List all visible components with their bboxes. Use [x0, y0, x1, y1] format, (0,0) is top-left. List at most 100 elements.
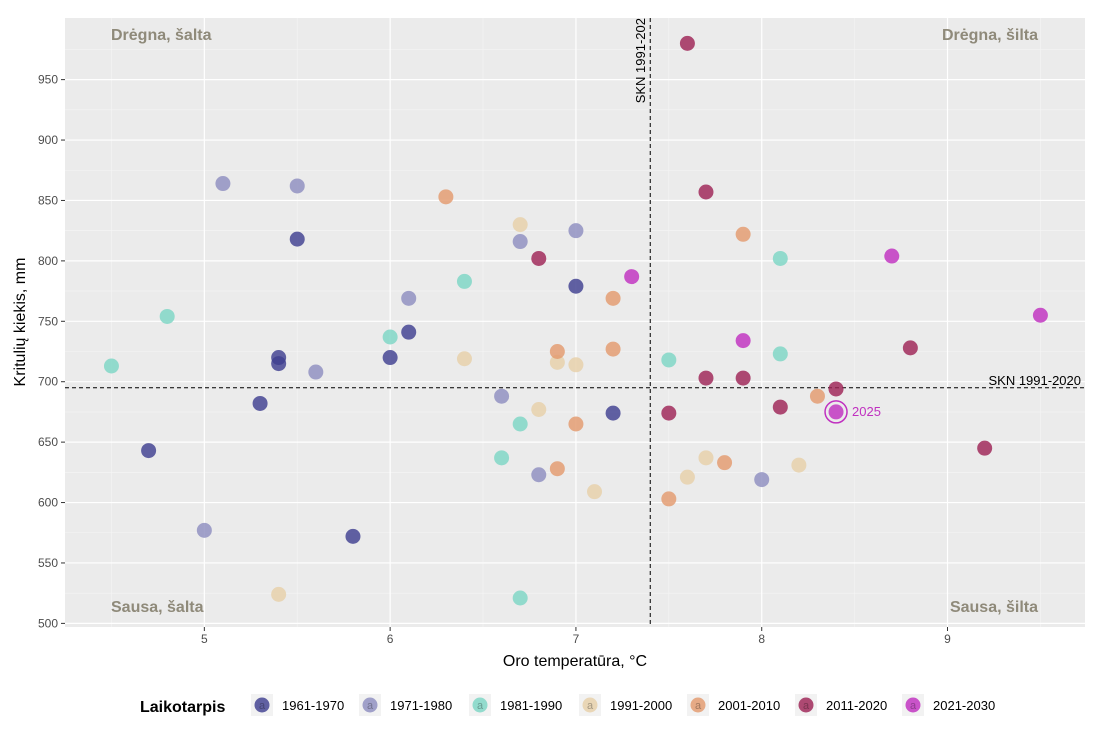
data-point [512, 416, 528, 432]
data-point [494, 388, 510, 404]
data-point [568, 223, 584, 239]
data-point [289, 178, 305, 194]
data-point [456, 351, 472, 367]
data-point [549, 354, 565, 370]
y-tick-label: 550 [38, 556, 58, 570]
legend-key-glyph: a [477, 700, 484, 712]
legend-key-2011-2020 [798, 697, 814, 713]
data-point [159, 308, 175, 324]
legend-label: 1971-1980 [390, 698, 452, 713]
series-2011-2020 [531, 35, 993, 456]
data-point [698, 184, 714, 200]
data-point [568, 278, 584, 294]
data-point [587, 484, 603, 500]
data-point [661, 491, 677, 507]
legend-label: 2011-2020 [826, 698, 887, 713]
data-point [141, 443, 157, 459]
data-point [456, 273, 472, 289]
data-point [828, 381, 844, 397]
data-point [605, 341, 621, 357]
legend-key-glyph: a [259, 700, 266, 712]
data-point [828, 404, 844, 420]
series-1981-1990 [103, 250, 788, 606]
data-point [308, 364, 324, 380]
series-2001-2010 [438, 189, 825, 507]
legend-key-glyph: a [803, 700, 810, 712]
legend-label: 1961-1970 [282, 698, 344, 713]
data-point [809, 388, 825, 404]
data-point [661, 405, 677, 421]
reference-lines: SKN 1991-202 SKN 1991-2020 [65, 18, 1085, 627]
horizontal-reference-label: SKN 1991-2020 [988, 373, 1081, 388]
data-point [679, 469, 695, 485]
y-tick-label: 800 [38, 254, 58, 268]
series-1971-1980 [196, 176, 770, 538]
data-point [791, 457, 807, 473]
quadrant-label-top-right: Drėgna, šilta [942, 27, 1038, 44]
plot-panel [65, 18, 1085, 627]
legend-key-glyph: a [587, 700, 594, 712]
data-point [401, 290, 417, 306]
data-point [568, 416, 584, 432]
data-point [772, 399, 788, 415]
data-point [568, 357, 584, 373]
data-point [772, 346, 788, 362]
quadrant-label-top-left: Drėgna, šalta [111, 27, 212, 44]
data-point [902, 340, 918, 356]
legend-title: Laikotarpis [140, 699, 225, 716]
legend-key-1961-1970 [254, 697, 270, 713]
data-point [531, 250, 547, 266]
data-point [698, 370, 714, 386]
data-point [103, 358, 119, 374]
y-tick-label: 850 [38, 193, 58, 207]
y-tick-label: 650 [38, 435, 58, 449]
series-1961-1970 [141, 231, 621, 544]
data-point [735, 370, 751, 386]
data-point [196, 522, 212, 538]
series-2021-2030 [624, 248, 1048, 420]
data-point [382, 350, 398, 366]
legend: Laikotarpis a 1961-1970 a 1971-1980 a 1981-19… [140, 694, 995, 716]
y-tick-label: 900 [38, 133, 58, 147]
data-point [401, 324, 417, 340]
x-tick-label: 8 [758, 632, 765, 646]
data-point [735, 333, 751, 349]
legend-key-1971-1980 [362, 697, 378, 713]
highlight-label: 2025 [852, 404, 881, 419]
legend-label: 1991-2000 [610, 698, 672, 713]
data-point [382, 329, 398, 345]
y-tick-label: 600 [38, 496, 58, 510]
legend-key-glyph: a [910, 700, 917, 712]
data-point [884, 248, 900, 264]
x-tick-label: 5 [201, 632, 208, 646]
data-point [624, 269, 640, 285]
data-point [605, 405, 621, 421]
series-1991-2000 [271, 217, 807, 602]
data-point [531, 467, 547, 483]
data-point [977, 440, 993, 456]
y-tick-label: 700 [38, 375, 58, 389]
legend-key-1981-1990 [472, 697, 488, 713]
data-points: 2025 [103, 35, 1048, 606]
x-axis-title: Oro temperatūra, °C [503, 653, 647, 670]
highlight-ring [824, 400, 848, 424]
legend-key-2001-2010 [690, 697, 706, 713]
data-point [772, 250, 788, 266]
y-tick-label: 950 [38, 73, 58, 87]
data-point [679, 35, 695, 51]
y-axis-title: Kritulių kiekis, mm [12, 258, 29, 387]
data-point [735, 226, 751, 242]
data-point [549, 344, 565, 359]
data-point [512, 234, 528, 250]
legend-label: 2021-2030 [933, 698, 995, 713]
legend-key-1991-2000 [582, 697, 598, 713]
legend-label: 2001-2010 [718, 698, 780, 713]
data-point [661, 352, 677, 368]
data-point [271, 586, 287, 602]
legend-label: 1981-1990 [500, 698, 562, 713]
x-tick-label: 7 [573, 632, 580, 646]
data-point [1032, 307, 1048, 323]
data-point [345, 528, 361, 544]
data-point [289, 231, 305, 247]
